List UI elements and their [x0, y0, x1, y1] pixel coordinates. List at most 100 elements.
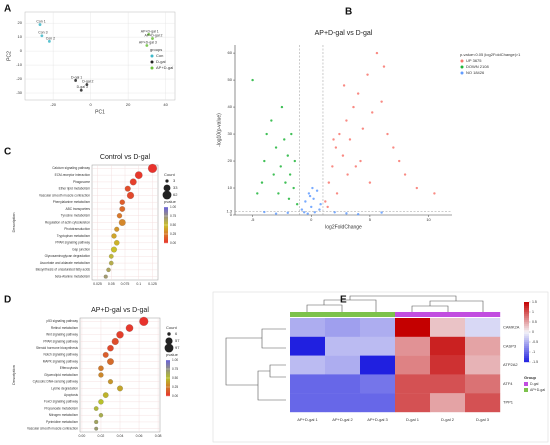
- x-tick-label: 0.1: [136, 282, 141, 286]
- heat-cell: [465, 374, 501, 394]
- point: [263, 210, 266, 214]
- heat-cell: [465, 355, 501, 375]
- colorbar-segment: [164, 235, 168, 238]
- point: [306, 212, 309, 215]
- size-legend-title: Count: [166, 325, 178, 330]
- point: [311, 186, 314, 190]
- point-label: Con 1: [36, 19, 45, 23]
- colorbar-segment: [166, 375, 170, 377]
- x-tick-label: -20: [50, 102, 57, 107]
- group-legend-label: D-gal: [530, 382, 539, 386]
- panel-label: D: [4, 295, 11, 306]
- colorbar-segment: [524, 344, 529, 347]
- point: [151, 37, 154, 40]
- colorbar-segment: [164, 208, 168, 211]
- y-tick-label: 0: [230, 212, 233, 217]
- colorbar-segment: [166, 381, 170, 383]
- colorbar-segment: [164, 216, 168, 218]
- plot-area: [24, 11, 176, 101]
- bubble: [134, 171, 143, 179]
- y-tick-label: 30: [228, 131, 233, 136]
- point: [145, 44, 149, 47]
- point: [319, 203, 322, 206]
- bubble: [129, 178, 137, 186]
- colorbar-segment: [164, 214, 168, 217]
- point: [382, 65, 386, 68]
- colorbar-segment: [524, 324, 529, 327]
- point: [256, 192, 259, 195]
- colorbar-label: 1.5: [532, 300, 537, 304]
- point: [415, 186, 419, 190]
- point: [303, 211, 306, 214]
- point: [283, 138, 286, 141]
- bubble: [114, 226, 120, 232]
- column-label: D-gal 1: [406, 417, 420, 422]
- colorbar-segment: [164, 231, 168, 233]
- colorbar-segment: [166, 376, 170, 379]
- size-legend-label: 57: [175, 338, 180, 343]
- bubble: [119, 206, 126, 212]
- point: [74, 79, 78, 82]
- colorbar-segment: [164, 219, 168, 221]
- category-label: p53 signaling pathway: [46, 319, 78, 323]
- point: [345, 212, 348, 215]
- colorbar-segment: [164, 207, 168, 209]
- point: [433, 192, 436, 195]
- colorbar-segment: [524, 354, 529, 357]
- point: [284, 181, 287, 184]
- point-label: D-gal 2: [82, 80, 93, 84]
- size-legend-swatch: [165, 179, 169, 183]
- colorbar-segment: [166, 384, 170, 386]
- colorbar-segment: [524, 356, 529, 359]
- point-label: D-gal 1: [71, 75, 82, 79]
- colorbar-segment: [166, 378, 170, 380]
- colorbar-segment: [524, 350, 529, 353]
- y-tick-label: -20: [16, 76, 23, 81]
- colorbar-segment: [164, 220, 168, 223]
- x-tick-label: 0.08: [155, 434, 162, 438]
- y-tick-label: 10: [228, 185, 233, 190]
- point: [386, 132, 389, 136]
- colorbar-segment: [524, 308, 529, 311]
- colorbar-label: 0.00: [172, 394, 178, 398]
- point: [312, 197, 315, 201]
- category-label: Nitrogen metabolism: [49, 413, 79, 417]
- category-label: Steroid hormone biosynthesis: [36, 346, 78, 350]
- size-legend-swatch: [163, 184, 171, 192]
- colorbar-segment: [164, 228, 168, 230]
- category-label: Tryptophan metabolism: [57, 234, 91, 238]
- colorbar-segment: [166, 370, 170, 373]
- colorbar-segment: [524, 318, 529, 321]
- legend-title: groups: [150, 47, 162, 52]
- heat-cell: [430, 318, 466, 337]
- heat-cell: [395, 318, 431, 337]
- bubble: [102, 351, 109, 358]
- y-axis-label: Description: [11, 365, 16, 385]
- colorbar-segment: [166, 388, 170, 391]
- legend-swatch: [460, 65, 464, 69]
- x-tick-label: 0.025: [93, 282, 102, 286]
- colorbar-label: 0.5: [532, 320, 537, 324]
- colorbar-segment: [164, 213, 168, 215]
- column-label: AP+D-gal 2: [332, 417, 353, 422]
- heat-cell: [325, 355, 361, 375]
- category-label: PPAR signaling pathway: [55, 241, 90, 245]
- heat-cell: [430, 355, 466, 375]
- colorbar-segment: [164, 234, 168, 236]
- heat-cell: [360, 393, 396, 413]
- point: [403, 173, 407, 176]
- colorbar-segment: [164, 211, 168, 214]
- bubble: [98, 413, 104, 418]
- point: [352, 105, 355, 109]
- colorbar-segment: [166, 394, 170, 397]
- point: [341, 154, 345, 157]
- colorbar-segment: [524, 304, 529, 307]
- point: [300, 208, 304, 211]
- colorbar-label: 1.00: [170, 205, 176, 209]
- size-legend-label: 97: [175, 345, 180, 350]
- category-label: Biosynthesis of unsaturated fatty acids: [36, 268, 91, 272]
- x-tick-label: 20: [126, 102, 131, 107]
- column-dendrogram: [306, 295, 484, 312]
- colorbar-label: 0: [532, 330, 534, 334]
